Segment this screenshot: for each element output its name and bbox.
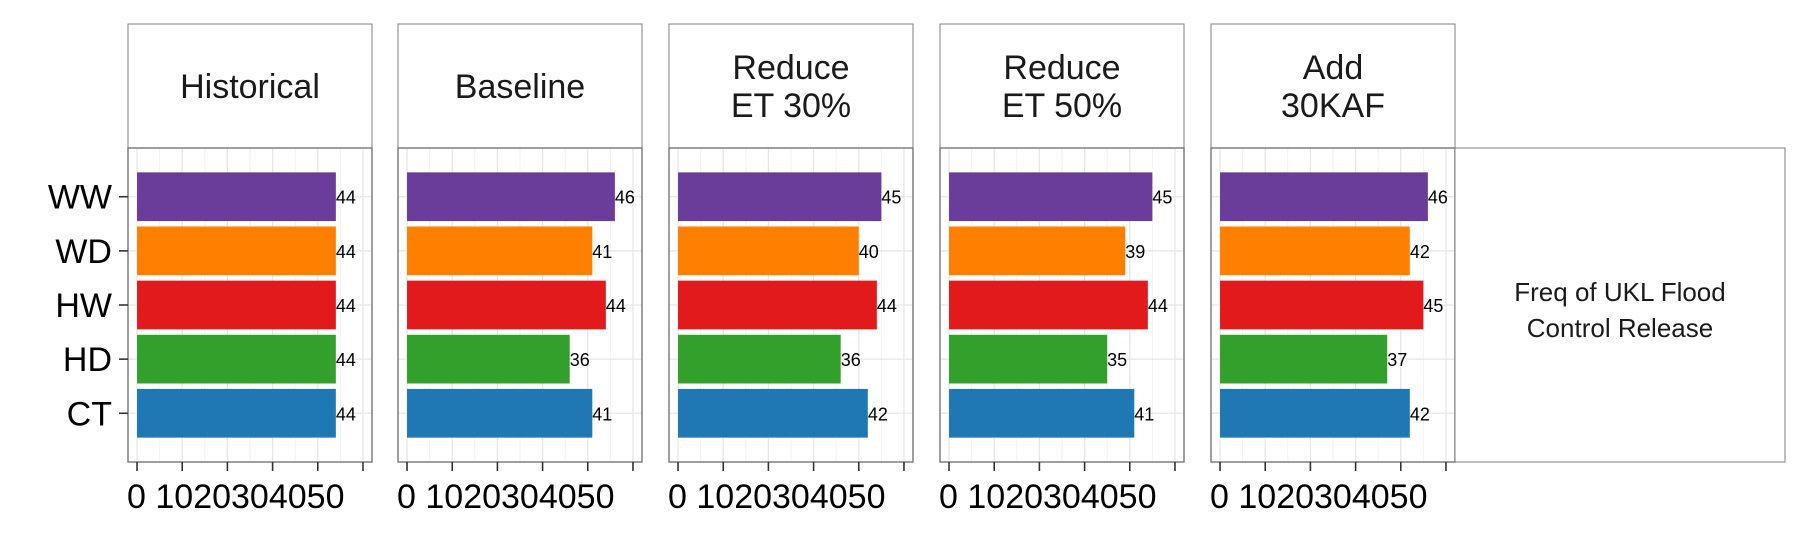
facet-title: Reduce	[732, 49, 849, 87]
x-tick-labels: 0 1020304050	[668, 478, 885, 516]
data-label: 45	[881, 188, 901, 208]
facet-title: Add	[1303, 49, 1364, 87]
facet-strip	[668, 23, 914, 149]
facet-strip	[397, 23, 643, 149]
data-label: 35	[1107, 350, 1127, 370]
bar-ct	[137, 388, 336, 438]
x-tick-labels: 0 1020304050	[127, 478, 344, 516]
bar-hd	[1220, 334, 1388, 384]
bar-wd	[407, 226, 593, 276]
bar-hw	[407, 280, 606, 330]
data-label: 42	[1410, 404, 1430, 424]
data-label: 44	[877, 296, 897, 316]
facet-title: 30KAF	[1281, 87, 1385, 125]
facet-title: ET 30%	[731, 87, 851, 125]
bar-ww	[1220, 172, 1428, 222]
data-label: 44	[336, 242, 356, 262]
data-label: 44	[336, 350, 356, 370]
data-label: 37	[1387, 350, 1407, 370]
x-tick-labels: 0 1020304050	[1210, 478, 1427, 516]
data-label: 46	[1428, 188, 1448, 208]
data-label: 36	[841, 350, 861, 370]
bar-wd	[1220, 226, 1410, 276]
data-label: 39	[1125, 242, 1145, 262]
data-label: 45	[1152, 188, 1172, 208]
data-label: 41	[1134, 404, 1154, 424]
bar-hd	[137, 334, 336, 384]
bar-ww	[137, 172, 336, 222]
data-label: 40	[859, 242, 879, 262]
data-label: 41	[592, 404, 612, 424]
bar-ct	[949, 388, 1135, 438]
bar-wd	[678, 226, 859, 276]
bar-hw	[137, 280, 336, 330]
bar-ww	[678, 172, 882, 222]
y-tick-label: WW	[48, 179, 112, 217]
data-label: 44	[1148, 296, 1168, 316]
facet-strip	[1210, 23, 1456, 149]
panel-border	[397, 147, 643, 463]
bar-hd	[949, 334, 1108, 384]
data-label: 44	[336, 188, 356, 208]
data-label: 41	[592, 242, 612, 262]
y-tick-label: WD	[55, 233, 112, 271]
side-label: Control Release	[1527, 313, 1713, 343]
facet-strip	[939, 23, 1185, 149]
data-label: 44	[606, 296, 626, 316]
bar-ww	[949, 172, 1153, 222]
y-tick-label: HD	[63, 341, 112, 379]
bar-hd	[407, 334, 570, 384]
bar-hw	[949, 280, 1148, 330]
side-label: Freq of UKL Flood	[1514, 277, 1725, 307]
facet-title: Baseline	[455, 68, 585, 106]
data-label: 46	[615, 188, 635, 208]
bar-wd	[137, 226, 336, 276]
facet-strip	[127, 23, 373, 149]
data-label: 42	[868, 404, 888, 424]
panel-border	[668, 147, 914, 463]
data-label: 44	[336, 404, 356, 424]
x-tick-labels: 0 1020304050	[939, 478, 1156, 516]
bar-ct	[678, 388, 868, 438]
panel-border	[939, 147, 1185, 463]
facet-title: Reduce	[1003, 49, 1120, 87]
data-label: 44	[336, 296, 356, 316]
data-label: 45	[1423, 296, 1443, 316]
y-tick-label: HW	[55, 287, 112, 325]
data-label: 36	[570, 350, 590, 370]
bar-hw	[678, 280, 877, 330]
x-tick-labels: 0 1020304050	[397, 478, 614, 516]
bar-hd	[678, 334, 841, 384]
bar-ct	[1220, 388, 1410, 438]
bar-ww	[407, 172, 615, 222]
data-label: 42	[1410, 242, 1430, 262]
bar-hw	[1220, 280, 1424, 330]
y-tick-label: CT	[67, 395, 112, 433]
facet-title: Historical	[180, 68, 320, 106]
bar-wd	[949, 226, 1126, 276]
side-label-box	[1454, 147, 1786, 463]
facet-title: ET 50%	[1002, 87, 1122, 125]
bar-ct	[407, 388, 593, 438]
